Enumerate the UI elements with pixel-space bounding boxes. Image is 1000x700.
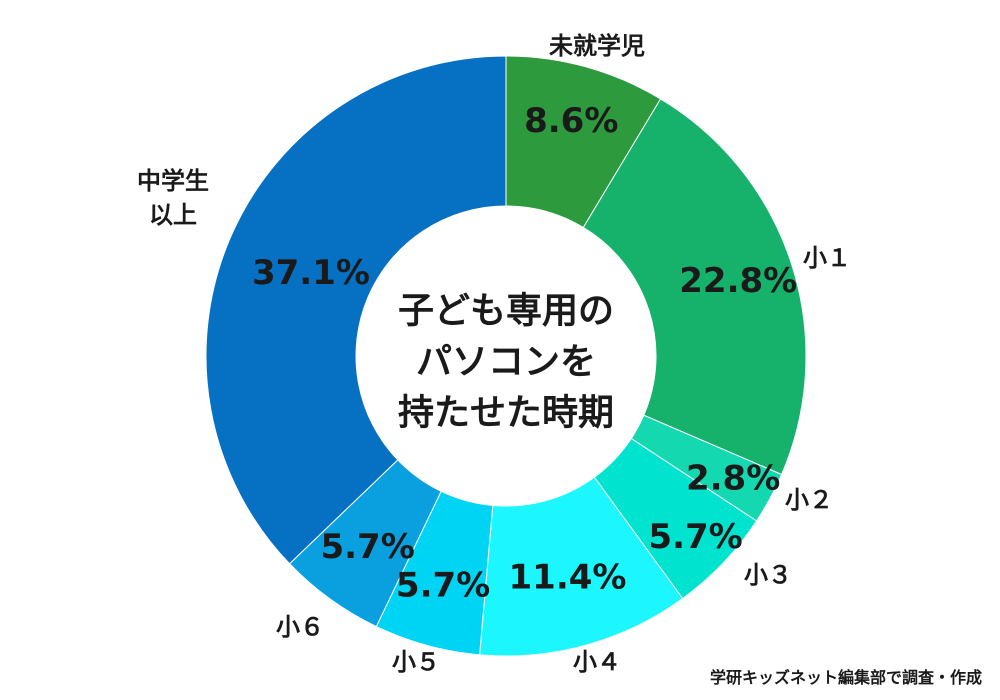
value-label-7: 5.7%: [320, 527, 414, 567]
category-label-8-line-1: 中学生: [137, 167, 209, 195]
value-labels: 8.6%22.8%2.8%5.7%11.4%5.7%5.7%37.1%: [252, 101, 797, 606]
chart-title-line-1: 子ども専用の: [398, 291, 614, 332]
category-label-7: 小６: [276, 613, 324, 641]
chart-title-line-2: パソコンを: [416, 342, 596, 383]
value-label-2: 22.8%: [679, 261, 797, 301]
category-label-1: 未就学児: [549, 32, 645, 60]
donut-slices: [205, 55, 807, 657]
category-label-6: 小５: [392, 648, 440, 676]
category-label-2: 小１: [803, 244, 851, 272]
value-label-1: 8.6%: [524, 101, 618, 141]
slice-8: [205, 55, 507, 565]
value-label-5: 11.4%: [509, 558, 627, 598]
value-label-8: 37.1%: [252, 253, 370, 293]
category-label-3: 小２: [785, 486, 833, 514]
donut-hole: [356, 206, 656, 506]
value-label-6: 5.7%: [396, 566, 490, 606]
category-label-5: 小４: [573, 648, 621, 676]
value-label-4: 5.7%: [648, 517, 742, 557]
category-label-8-line-2: 以上: [149, 201, 197, 229]
value-label-3: 2.8%: [686, 458, 780, 498]
chart-title-line-3: 持たせた時期: [398, 393, 614, 434]
source-credit: 学研キッズネット編集部で調査・作成: [709, 668, 982, 687]
category-label-4: 小３: [744, 561, 792, 589]
